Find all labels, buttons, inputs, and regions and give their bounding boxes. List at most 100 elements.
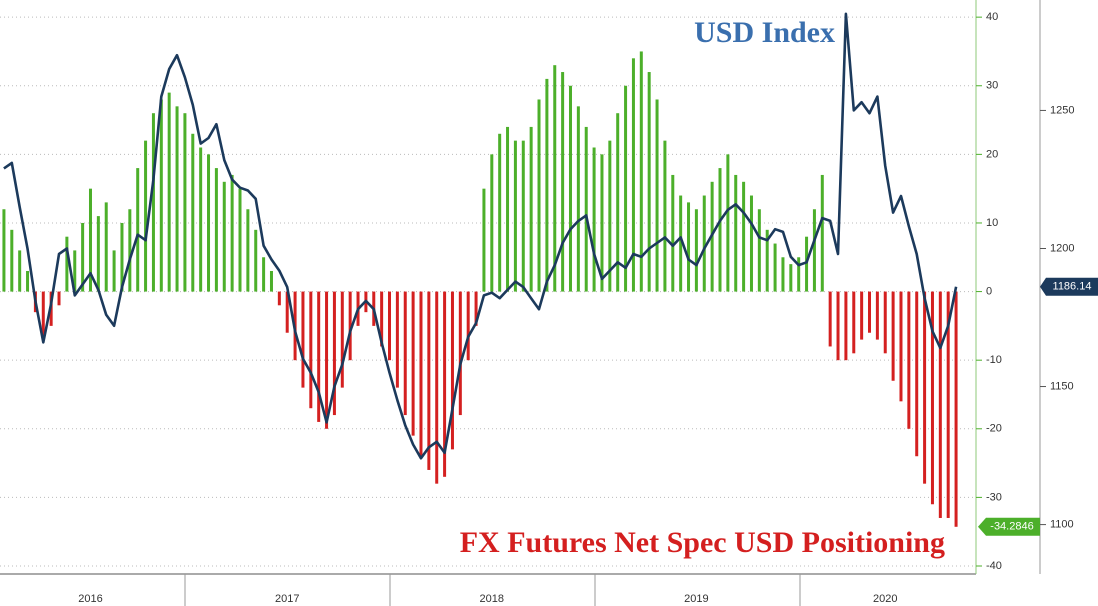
bar — [466, 291, 470, 361]
y-tick-label: -40 — [986, 560, 1002, 572]
bar — [183, 113, 187, 292]
y-tick-label: 0 — [986, 285, 992, 297]
bar — [136, 168, 140, 292]
bar — [718, 168, 722, 292]
bar — [592, 147, 596, 292]
bar — [954, 291, 958, 527]
bar — [726, 154, 730, 292]
bar — [474, 291, 478, 326]
bar — [309, 291, 313, 409]
bar — [529, 126, 533, 292]
bar — [584, 126, 588, 292]
value-badge-label: -34.2846 — [990, 521, 1033, 533]
bar — [702, 195, 706, 292]
bar — [946, 291, 950, 518]
series-annotation: FX Futures Net Spec USD Positioning — [460, 526, 945, 559]
bar — [112, 250, 116, 292]
value-badge-label: 1186.14 — [1053, 281, 1092, 293]
x-tick-label: 2018 — [480, 593, 504, 605]
bar — [521, 140, 525, 292]
y-tick-label: 40 — [986, 11, 998, 23]
bar — [568, 85, 572, 292]
bar — [81, 222, 85, 292]
bar — [450, 291, 454, 450]
bar — [159, 99, 163, 292]
bar — [301, 291, 305, 388]
bar — [214, 168, 218, 292]
bar — [671, 174, 675, 292]
bar — [820, 174, 824, 292]
bar — [490, 154, 494, 292]
bar — [616, 113, 620, 292]
bar — [419, 291, 423, 457]
bar — [230, 174, 234, 292]
bar — [608, 140, 612, 292]
bar — [757, 209, 761, 292]
bar — [600, 154, 604, 292]
bar — [96, 216, 100, 292]
bar — [128, 209, 132, 292]
bar — [26, 270, 30, 292]
bar — [175, 106, 179, 292]
bar — [222, 181, 226, 292]
x-tick-label: 2017 — [275, 593, 299, 605]
y2-tick-label: 1250 — [1050, 104, 1074, 116]
bar — [899, 291, 903, 402]
bar — [57, 291, 61, 306]
bar — [348, 291, 352, 361]
bar — [411, 291, 415, 436]
bar — [812, 209, 816, 292]
bar — [789, 264, 793, 292]
bar — [883, 291, 887, 354]
bar — [923, 291, 927, 484]
x-tick-label: 2020 — [873, 593, 897, 605]
bar — [88, 188, 92, 292]
bar — [238, 188, 242, 292]
bar — [403, 291, 407, 416]
bar — [891, 291, 895, 381]
bar — [380, 291, 384, 347]
bar — [868, 291, 872, 333]
bar — [325, 291, 329, 429]
bar — [938, 291, 942, 518]
y-tick-label: 30 — [986, 80, 998, 92]
bar — [844, 291, 848, 361]
bar — [875, 291, 879, 340]
bar — [537, 99, 541, 292]
bar — [624, 85, 628, 292]
bar — [679, 195, 683, 292]
bar — [513, 140, 517, 292]
series-annotation: USD Index — [694, 16, 835, 49]
bar — [482, 188, 486, 292]
bar — [639, 51, 643, 292]
bar — [828, 291, 832, 347]
y2-tick-label: 1100 — [1050, 518, 1074, 530]
bar — [694, 209, 698, 292]
y-tick-label: 10 — [986, 217, 998, 229]
y-tick-label: -30 — [986, 491, 1002, 503]
bar — [655, 99, 659, 292]
y-tick-label: -10 — [986, 354, 1002, 366]
value-badge — [978, 517, 1040, 536]
bar — [663, 140, 667, 292]
bar — [317, 291, 321, 422]
bar — [246, 209, 250, 292]
bar — [734, 174, 738, 292]
bar — [18, 250, 22, 292]
bar — [781, 257, 785, 292]
bar — [388, 291, 392, 361]
x-tick-label: 2019 — [684, 593, 708, 605]
bar — [749, 195, 753, 292]
bar — [836, 291, 840, 361]
bar — [167, 92, 171, 292]
bar — [742, 181, 746, 292]
bar — [332, 291, 336, 416]
bar — [576, 106, 580, 292]
bar — [2, 209, 6, 292]
bar — [647, 72, 651, 292]
bar — [631, 58, 635, 292]
bar — [395, 291, 399, 388]
bar — [773, 243, 777, 292]
bar — [199, 147, 203, 292]
